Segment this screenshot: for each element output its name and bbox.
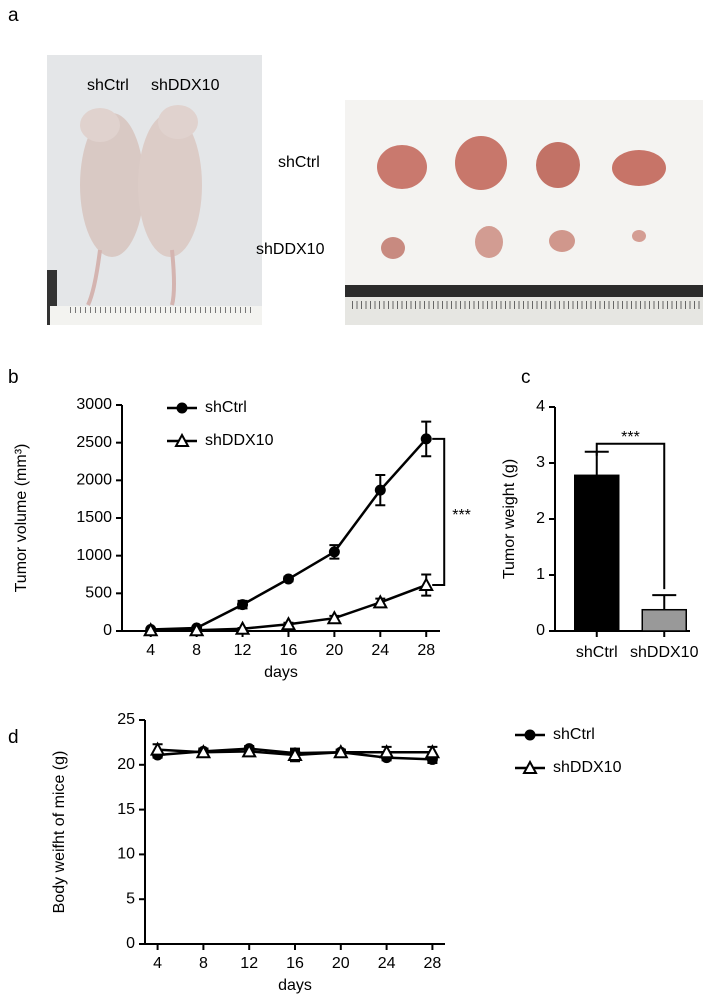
x-tick-label: 16: [280, 642, 298, 659]
marker: [378, 744, 395, 759]
y-axis-label: Tumor weight (g): [501, 459, 518, 579]
marker: [174, 432, 190, 447]
photo-label: shCtrl: [87, 77, 129, 94]
photo-label: shCtrl: [278, 154, 320, 171]
y-tick-label: 15: [117, 801, 135, 818]
y-tick-label: 4: [536, 398, 545, 415]
marker: [372, 594, 388, 609]
y-axis-label: Tumor volume (mm³): [13, 444, 30, 593]
y-tick-label: 1000: [76, 547, 112, 564]
marker: [149, 741, 166, 756]
marker: [287, 746, 303, 761]
x-tick-label: shDDX10: [630, 644, 699, 661]
marker: [333, 744, 349, 759]
x-tick-label: 8: [199, 955, 208, 972]
bar: [574, 474, 620, 632]
annotation: ***: [452, 507, 471, 524]
y-tick-label: 500: [85, 585, 112, 602]
marker: [282, 573, 294, 585]
marker: [234, 620, 251, 635]
photo-label: shDDX10: [151, 77, 220, 94]
y-tick-label: 2500: [76, 434, 112, 451]
x-tick-label: 12: [240, 955, 258, 972]
annotation: ***: [621, 429, 640, 446]
y-tick-label: 20: [117, 756, 135, 773]
x-tick-label: 16: [286, 955, 304, 972]
marker: [522, 759, 538, 774]
y-tick-label: 3000: [76, 396, 112, 413]
x-tick-label: 20: [325, 642, 343, 659]
y-tick-label: 10: [117, 846, 135, 863]
panel-label: a: [8, 5, 19, 26]
legend-label: shDDX10: [205, 432, 274, 449]
x-tick-label: 24: [378, 955, 396, 972]
y-tick-label: 2000: [76, 472, 112, 489]
panel-label: b: [8, 367, 19, 388]
x-tick-label: 12: [234, 642, 252, 659]
bracket: [432, 437, 446, 587]
marker: [420, 433, 432, 445]
marker: [195, 744, 212, 759]
x-tick-label: 28: [417, 642, 435, 659]
y-tick-label: 25: [117, 711, 135, 728]
y-tick-label: 5: [126, 890, 135, 907]
legend-label: shCtrl: [205, 399, 247, 416]
marker: [237, 599, 249, 611]
legend-label: shCtrl: [553, 726, 595, 743]
y-tick-label: 1: [536, 566, 545, 583]
x-axis-label: days: [264, 664, 298, 681]
marker: [143, 622, 159, 637]
x-tick-label: 4: [153, 955, 162, 972]
marker: [328, 546, 340, 558]
x-tick-label: 4: [146, 642, 155, 659]
marker: [280, 616, 297, 631]
x-tick-label: 24: [371, 642, 389, 659]
y-tick-label: 3: [536, 454, 545, 471]
tumor-photo: shCtrl shDDX10: [256, 100, 703, 325]
x-axis-label: days: [278, 977, 312, 994]
y-tick-label: 0: [126, 935, 135, 952]
marker: [241, 743, 257, 758]
panel-label: d: [8, 727, 19, 748]
y-tick-label: 0: [103, 622, 112, 639]
marker: [374, 484, 386, 496]
x-tick-label: 8: [192, 642, 201, 659]
marker: [418, 576, 434, 592]
x-tick-label: 20: [332, 955, 350, 972]
x-tick-label: 28: [424, 955, 442, 972]
marker: [326, 610, 343, 625]
y-axis-label: Body weifht of mice (g): [51, 751, 68, 914]
y-tick-label: 0: [536, 622, 545, 639]
bar: [641, 608, 687, 632]
y-tick-label: 2: [536, 510, 545, 527]
x-tick-label: shCtrl: [576, 644, 618, 661]
mice-photo: shCtrl shDDX10: [47, 55, 262, 325]
marker: [188, 622, 205, 637]
marker: [524, 729, 536, 741]
photo-label: shDDX10: [256, 241, 325, 258]
error-bar: [652, 594, 677, 610]
legend-label: shDDX10: [553, 759, 622, 776]
panel-label: c: [521, 367, 531, 388]
bracket: [595, 442, 666, 590]
y-tick-label: 1500: [76, 509, 112, 526]
marker: [176, 402, 188, 414]
marker: [424, 744, 441, 759]
